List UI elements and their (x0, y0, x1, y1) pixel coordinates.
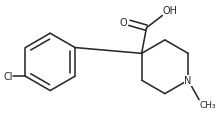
Text: N: N (184, 76, 192, 85)
Text: OH: OH (163, 6, 178, 16)
Text: Cl: Cl (3, 72, 13, 82)
Text: CH₃: CH₃ (200, 100, 216, 109)
Text: O: O (120, 18, 128, 28)
